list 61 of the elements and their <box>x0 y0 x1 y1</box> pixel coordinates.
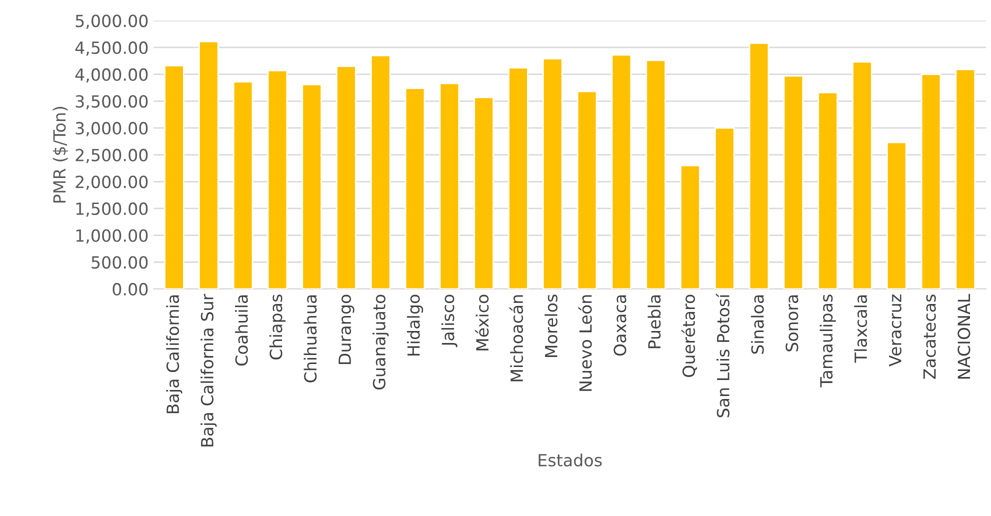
x-tick-label: Jalisco <box>441 294 458 348</box>
bar <box>474 96 494 289</box>
x-tick-label: Zacatecas <box>923 294 936 379</box>
bar <box>232 81 254 289</box>
x-tick-label: NACIONAL <box>958 294 970 379</box>
y-tick-label: 5,000.00 <box>76 14 148 29</box>
bar <box>542 58 563 289</box>
bar <box>404 88 426 289</box>
bar <box>611 54 632 289</box>
y-tick-label: 2,000.00 <box>76 176 148 190</box>
bar <box>576 90 598 289</box>
bar <box>886 142 907 289</box>
bar <box>164 65 184 289</box>
x-tick-label: Coahuila <box>234 295 248 366</box>
bar <box>370 54 391 289</box>
x-tick-label: Chiapas <box>269 294 286 360</box>
x-tick-label: Sonora <box>786 295 798 352</box>
x-tick-label: San Luis Potosí <box>716 293 730 418</box>
x-tick-label: Michoacán <box>509 295 524 382</box>
y-tick-label: 2,500.00 <box>76 148 148 164</box>
bar <box>336 66 356 289</box>
x-tick-label: Hidalgo <box>406 294 424 356</box>
x-tick-label: Guanajuato <box>372 294 389 390</box>
bar <box>714 127 735 289</box>
y-tick-label: 0.00 <box>112 282 148 296</box>
y-axis-title: PMR ($/Ton) <box>52 106 68 202</box>
y-tick-label: 3,000.00 <box>76 122 148 136</box>
x-tick-label: Chihuahua <box>304 295 317 382</box>
y-tick-label: 4,000.00 <box>75 68 148 83</box>
y-tick-label: 3,500.00 <box>76 95 148 110</box>
y-tick-label: 500.00 <box>92 256 148 269</box>
x-tick-label: Baja California <box>166 295 182 414</box>
y-tick-label: 1,000.00 <box>76 229 148 244</box>
bar <box>818 92 838 289</box>
x-tick-label: Tlaxcala <box>854 295 868 363</box>
bar <box>439 82 460 289</box>
x-axis-title: Estados <box>538 454 602 466</box>
bar <box>748 42 770 289</box>
x-tick-label: Querétaro <box>681 294 697 377</box>
bar <box>955 68 976 289</box>
x-tick-label: Morelos <box>544 294 558 358</box>
x-tick-label: Nuevo León <box>578 295 592 391</box>
x-tick-label: Puebla <box>648 295 661 348</box>
x-tick-label: Veracruz <box>889 294 902 366</box>
bar <box>920 74 942 289</box>
y-tick-label: 4,500.00 <box>75 41 148 56</box>
bar <box>646 60 666 289</box>
x-tick-label: Tamaulipas <box>820 294 836 388</box>
x-tick-label: Sinaloa <box>750 295 764 354</box>
x-tick-label: Durango <box>338 294 354 364</box>
bar <box>680 164 700 289</box>
bar <box>852 61 872 289</box>
x-tick-label: México <box>475 294 489 350</box>
x-tick-label: Oaxaca <box>614 295 626 356</box>
bar <box>783 75 804 289</box>
bar <box>198 40 219 289</box>
y-tick-label: 1,500.00 <box>76 202 148 217</box>
bar <box>508 67 528 289</box>
bar <box>267 70 288 289</box>
x-tick-label: Baja California Sur <box>200 294 217 446</box>
bar <box>302 84 322 289</box>
